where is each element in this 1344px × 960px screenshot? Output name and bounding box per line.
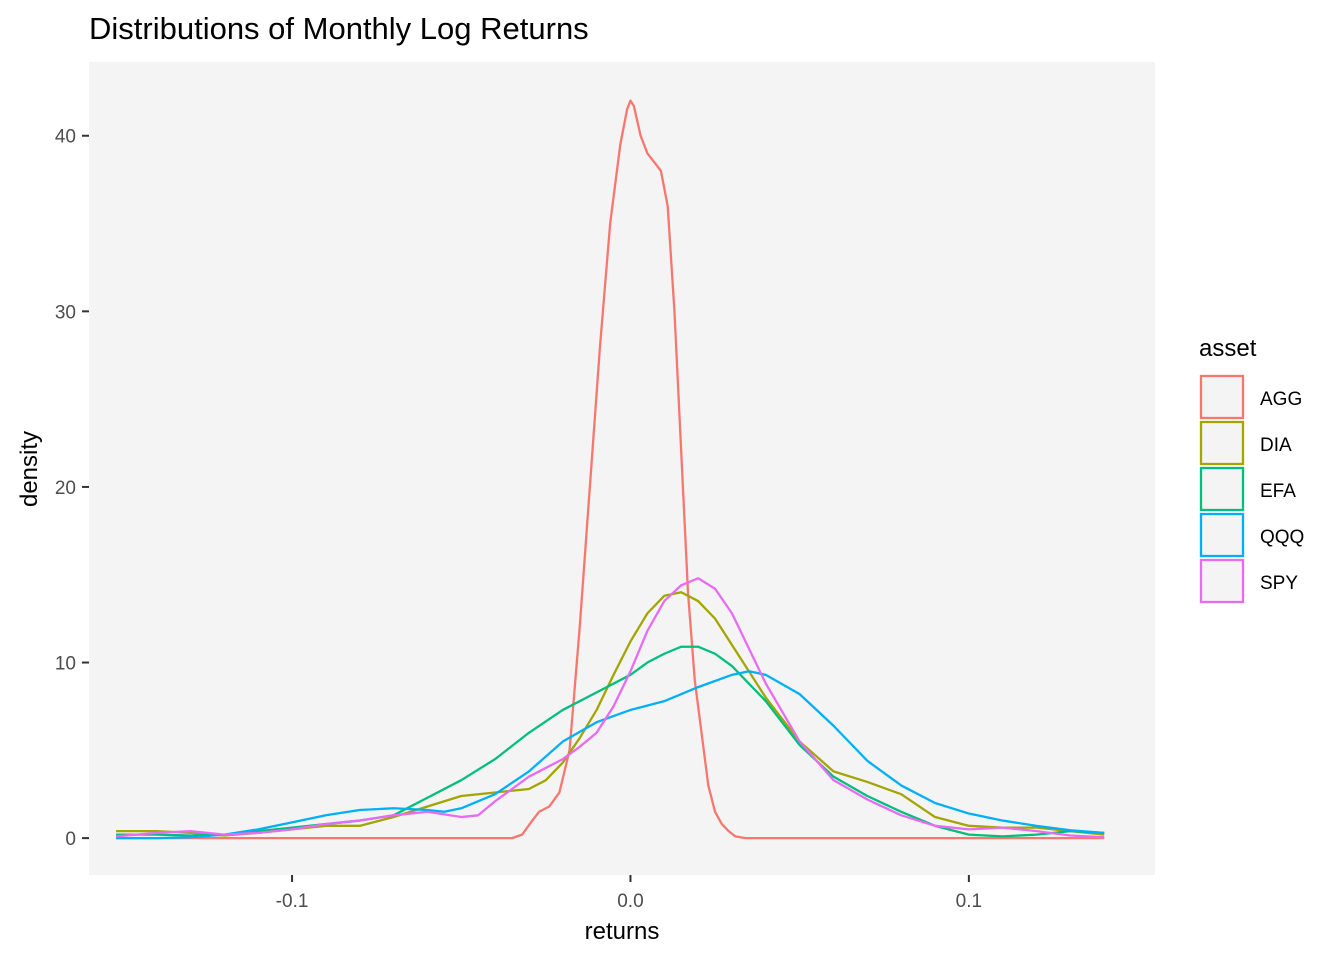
y-tick-label: 40 <box>55 127 76 148</box>
legend-label: SPY <box>1260 573 1298 594</box>
legend-key <box>1199 466 1245 512</box>
series-line-spy <box>115 577 1105 839</box>
x-tick-label: -0.1 <box>276 891 309 912</box>
legend-title: asset <box>1199 335 1257 362</box>
y-axis: 0 10 20 30 40 <box>55 127 89 850</box>
legend: asset AGG DIA EFA QQQ SPY <box>1199 335 1304 604</box>
legend-item-efa: EFA <box>1199 466 1296 512</box>
legend-item-spy: SPY <box>1199 558 1298 604</box>
y-axis-title: density <box>16 431 43 507</box>
series-line-qqq <box>116 670 1105 840</box>
legend-item-qqq: QQQ <box>1199 512 1304 558</box>
legend-label: QQQ <box>1260 527 1304 548</box>
legend-key <box>1199 558 1245 604</box>
y-tick-label: 0 <box>65 829 76 850</box>
legend-key <box>1199 374 1245 420</box>
legend-label: DIA <box>1260 435 1292 456</box>
x-tick-label: 0.1 <box>956 891 982 912</box>
legend-key <box>1199 512 1245 558</box>
y-tick-label: 30 <box>55 302 76 323</box>
legend-item-dia: DIA <box>1199 420 1292 466</box>
legend-label: AGG <box>1260 389 1302 410</box>
plot-panel <box>89 62 1155 875</box>
chart-title: Distributions of Monthly Log Returns <box>89 11 589 46</box>
density-lines <box>115 99 1105 840</box>
legend-item-agg: AGG <box>1199 374 1302 420</box>
x-axis: -0.1 0.0 0.1 <box>276 875 982 912</box>
x-axis-title: returns <box>585 918 660 945</box>
y-tick-label: 10 <box>55 654 76 675</box>
series-line-agg <box>116 99 1105 840</box>
legend-key <box>1199 420 1245 466</box>
y-tick-label: 20 <box>55 478 76 499</box>
x-tick-label: 0.0 <box>617 891 643 912</box>
series-line-dia <box>116 591 1105 837</box>
legend-label: EFA <box>1260 481 1296 502</box>
